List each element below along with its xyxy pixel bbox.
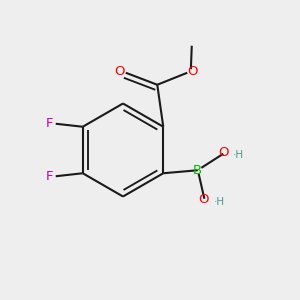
Text: B: B — [193, 164, 202, 177]
Text: O: O — [114, 65, 124, 78]
Text: O: O — [219, 146, 229, 159]
Text: O: O — [198, 193, 209, 206]
Text: ·H: ·H — [233, 150, 244, 160]
Text: F: F — [45, 117, 53, 130]
Text: F: F — [45, 170, 53, 183]
Text: O: O — [188, 65, 198, 78]
Text: ·H: ·H — [214, 197, 225, 207]
